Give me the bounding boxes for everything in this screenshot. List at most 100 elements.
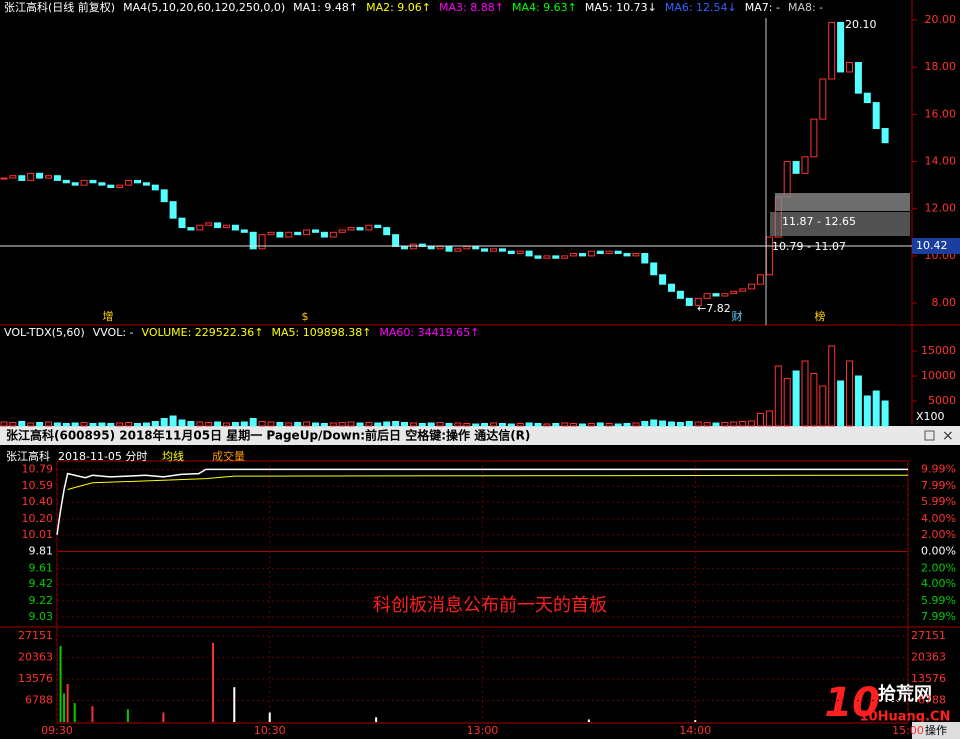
intraday-header: 均线 — [162, 449, 184, 463]
volume-bar — [365, 422, 373, 427]
candle — [347, 227, 355, 231]
volume-bar — [837, 380, 845, 427]
candle — [142, 182, 150, 186]
candle — [561, 255, 569, 259]
candle — [507, 250, 515, 255]
indicator-value: MA3: 8.88↑ — [439, 1, 504, 14]
indicator-value: MA8: - — [788, 1, 823, 14]
operate-button[interactable]: 操作 — [925, 723, 947, 737]
candle — [614, 250, 622, 255]
candle — [703, 293, 711, 299]
volume-bar — [320, 423, 328, 427]
candle — [748, 283, 756, 290]
volume-bar — [303, 421, 311, 427]
volume-bar — [427, 422, 435, 427]
volume-bar — [36, 422, 44, 427]
volume-bar — [214, 421, 222, 427]
candle — [240, 229, 248, 233]
volume-bar — [685, 421, 693, 427]
chart-title: 张江高科(日线 前复权) — [4, 0, 115, 14]
candle — [125, 179, 133, 186]
volume-bar — [267, 421, 275, 427]
candle — [160, 189, 168, 203]
candle — [258, 234, 266, 250]
candle — [294, 231, 302, 236]
volume-bar — [703, 422, 711, 427]
pct-label: 7.99% — [921, 610, 956, 623]
range-label: 10.79 - 11.07 — [772, 240, 846, 253]
volume-bar — [151, 421, 159, 427]
y-tick-label: 6788 — [25, 693, 53, 706]
volume-bar — [801, 360, 809, 427]
event-marker: $ — [302, 310, 309, 323]
maximize-button[interactable] — [924, 430, 935, 441]
range-label: 11.87 - 12.65 — [782, 215, 856, 228]
volume-bar — [498, 423, 506, 427]
candle — [605, 250, 613, 255]
candle — [89, 179, 97, 184]
volume-bar — [748, 420, 756, 427]
volume-bar — [739, 421, 747, 427]
y-tick-label: 10.79 — [22, 462, 54, 475]
candle — [303, 229, 311, 236]
volume-bar — [329, 422, 337, 427]
watermark: 拾荒网 — [878, 683, 932, 705]
candle — [828, 21, 836, 80]
volume-bar — [258, 421, 266, 427]
y-tick-label: 15000 — [921, 344, 956, 357]
volume-bar — [490, 422, 497, 427]
candle — [810, 118, 818, 158]
candle — [668, 283, 675, 292]
volume-bar — [525, 422, 533, 427]
candle — [757, 274, 764, 285]
candle — [249, 231, 257, 250]
candle — [80, 179, 88, 186]
volume-bar — [481, 423, 489, 427]
y-tick-label: 8.00 — [932, 296, 957, 309]
volume-indicator: VVOL: - — [93, 326, 134, 339]
pct-label: 2.00% — [921, 561, 956, 574]
volume-bar — [730, 421, 738, 427]
pct-label: 2.00% — [921, 528, 956, 541]
volume-bar — [418, 423, 426, 427]
candle — [401, 245, 408, 250]
y-tick-label: 9.61 — [29, 561, 54, 574]
volume-bar — [240, 421, 248, 427]
volume-bar — [276, 422, 284, 427]
close-button[interactable]: × — [942, 428, 954, 444]
volume-bar — [454, 422, 462, 427]
operate-button-bg[interactable] — [912, 722, 960, 739]
volume-bar — [285, 422, 293, 427]
y-tick-label: 10000 — [921, 369, 956, 382]
volume-bar — [863, 395, 871, 427]
volume-bar — [659, 420, 667, 427]
indicator-value: MA2: 9.06↑ — [366, 1, 431, 14]
volume-bar — [721, 422, 729, 427]
candle — [846, 62, 853, 73]
y-tick-label: 18.00 — [925, 60, 957, 73]
watermark-logo: 10 — [824, 680, 880, 726]
range-box — [775, 193, 910, 211]
volume-bar — [347, 421, 355, 427]
event-marker: 增 — [103, 309, 114, 323]
volume-bar — [53, 422, 61, 427]
volume-bar — [596, 422, 604, 427]
pct-label: 5.99% — [921, 594, 956, 607]
volume-bar — [9, 422, 17, 427]
candle — [356, 227, 364, 231]
candle — [329, 231, 337, 238]
volume-bar — [445, 423, 453, 427]
volume-bar — [312, 422, 319, 427]
y-tick-label: 10.20 — [22, 512, 54, 525]
volume-bar — [27, 422, 35, 427]
volume-bar — [650, 419, 658, 427]
candle — [267, 231, 275, 236]
candle — [570, 253, 578, 257]
volume-bar — [249, 418, 257, 427]
x-tick-label: 14:00 — [679, 724, 711, 737]
volume-bar — [338, 422, 346, 427]
window-titlebar — [0, 426, 960, 445]
candle — [231, 224, 239, 231]
candle — [490, 248, 497, 252]
